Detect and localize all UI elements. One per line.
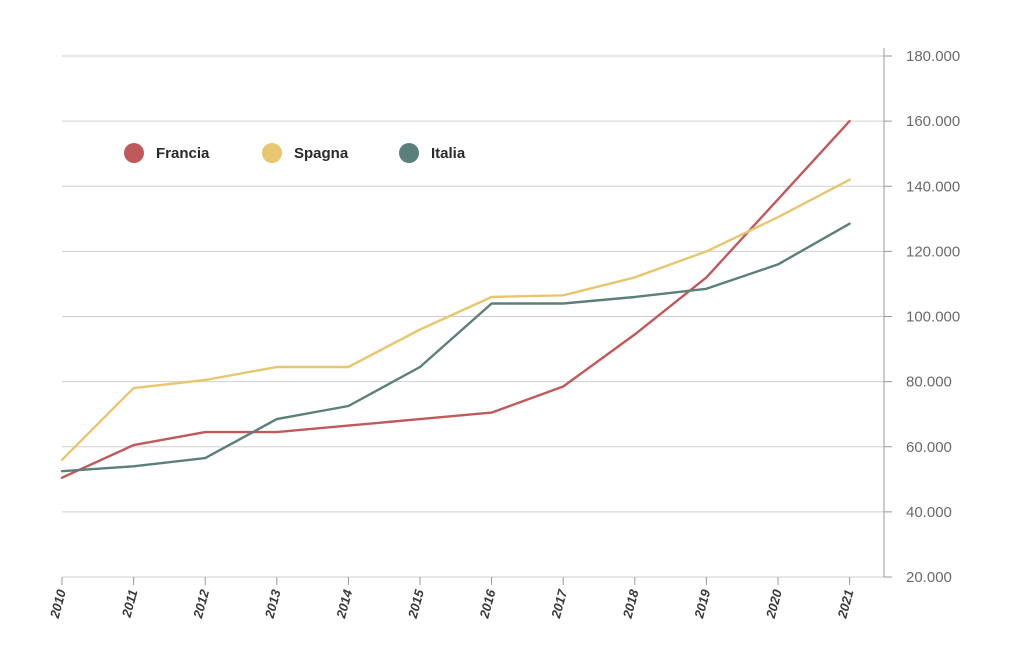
series-line-spagna <box>60 178 851 461</box>
legend-label-spagna: Spagna <box>294 145 349 162</box>
y-tick-label: 180.000 <box>906 48 960 65</box>
x-axis: 2010 2011 2012 2013 2014 2015 2016 2017 2018 2019… <box>47 577 856 621</box>
x-tick-label: 2019 <box>691 587 713 621</box>
series-line-italia <box>60 222 851 473</box>
x-tick-label: 2010 <box>47 587 69 621</box>
y-tick-label: 160.000 <box>906 113 960 130</box>
legend-swatch-francia <box>124 143 144 163</box>
gridlines <box>62 55 884 578</box>
series-lines <box>60 119 851 479</box>
x-tick-label: 2017 <box>548 587 570 621</box>
x-tick-label: 2014 <box>333 587 355 621</box>
legend-swatch-italia <box>399 143 419 163</box>
y-tick-label: 140.000 <box>906 178 960 195</box>
y-tick-label: 100.000 <box>906 309 960 326</box>
x-tick-label: 2012 <box>190 587 212 621</box>
x-tick-label: 2020 <box>763 587 785 621</box>
x-tick-label: 2018 <box>619 587 641 621</box>
y-tick-label: 80.000 <box>906 374 952 391</box>
legend-label-francia: Francia <box>156 145 210 162</box>
y-tick-label: 40.000 <box>906 504 952 521</box>
legend: Francia Spagna Italia <box>124 143 466 163</box>
legend-label-italia: Italia <box>431 145 466 162</box>
y-tick-label: 20.000 <box>906 569 952 586</box>
y-tick-label: 120.000 <box>906 243 960 260</box>
x-tick-label: 2013 <box>261 587 283 621</box>
x-tick-label: 2016 <box>476 587 498 621</box>
legend-swatch-spagna <box>262 143 282 163</box>
y-tick-label: 60.000 <box>906 439 952 456</box>
x-tick-label: 2015 <box>405 587 427 621</box>
y-axis: 20.000 40.000 60.000 80.000 100.000 120.000 14… <box>883 48 960 586</box>
series-line-francia <box>60 119 851 479</box>
x-tick-label: 2011 <box>119 588 141 620</box>
x-tick-label: 2021 <box>834 588 856 621</box>
